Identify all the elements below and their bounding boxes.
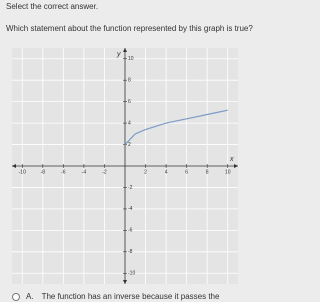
y-tick-label: -6	[128, 228, 133, 234]
function-curve	[124, 109, 228, 145]
x-tick-label: 10	[225, 169, 231, 175]
y-tick-label: 10	[128, 56, 134, 62]
y-tick-label: -8	[128, 249, 133, 255]
x-tick-label: 6	[185, 169, 188, 175]
x-tick-label: 2	[144, 169, 147, 175]
question: Which statement about the function repre…	[6, 24, 253, 33]
x-tick-label: -6	[61, 169, 66, 175]
option-letter: A.	[26, 292, 34, 301]
y-tick-label: -4	[128, 206, 133, 212]
x-tick-label: -10	[19, 169, 26, 175]
x-tick-label: -8	[41, 169, 46, 175]
option-text: The function has an inverse because it p…	[41, 292, 220, 301]
x-tick-label: -2	[102, 169, 107, 175]
option[interactable]: A. The function has an inverse because it…	[26, 292, 289, 301]
y-tick-label: 8	[128, 78, 131, 84]
x-tick-label: 8	[206, 169, 209, 175]
instruction: Select the correct answer.	[6, 2, 99, 11]
x-tick-label: -4	[82, 169, 87, 175]
x-tick-label: 4	[165, 169, 168, 175]
y-tick-label: 6	[128, 99, 131, 105]
y-tick-label: 4	[128, 120, 131, 126]
y-tick-label: 2	[128, 142, 131, 148]
x-axis-label: x	[229, 156, 234, 163]
y-tick-label: -2	[128, 185, 133, 191]
radio-button[interactable]	[12, 293, 20, 301]
graph: -10 -8 -6 -4 -2 2 4 6 8 10 -10 -8 -6 -4 -2 2 4 6 8 10 x y	[12, 48, 238, 284]
y-tick-label: -10	[128, 271, 135, 277]
y-axis-label: y	[116, 51, 121, 58]
page: {"instruction": "Select the correct answ…	[6, 2, 289, 301]
